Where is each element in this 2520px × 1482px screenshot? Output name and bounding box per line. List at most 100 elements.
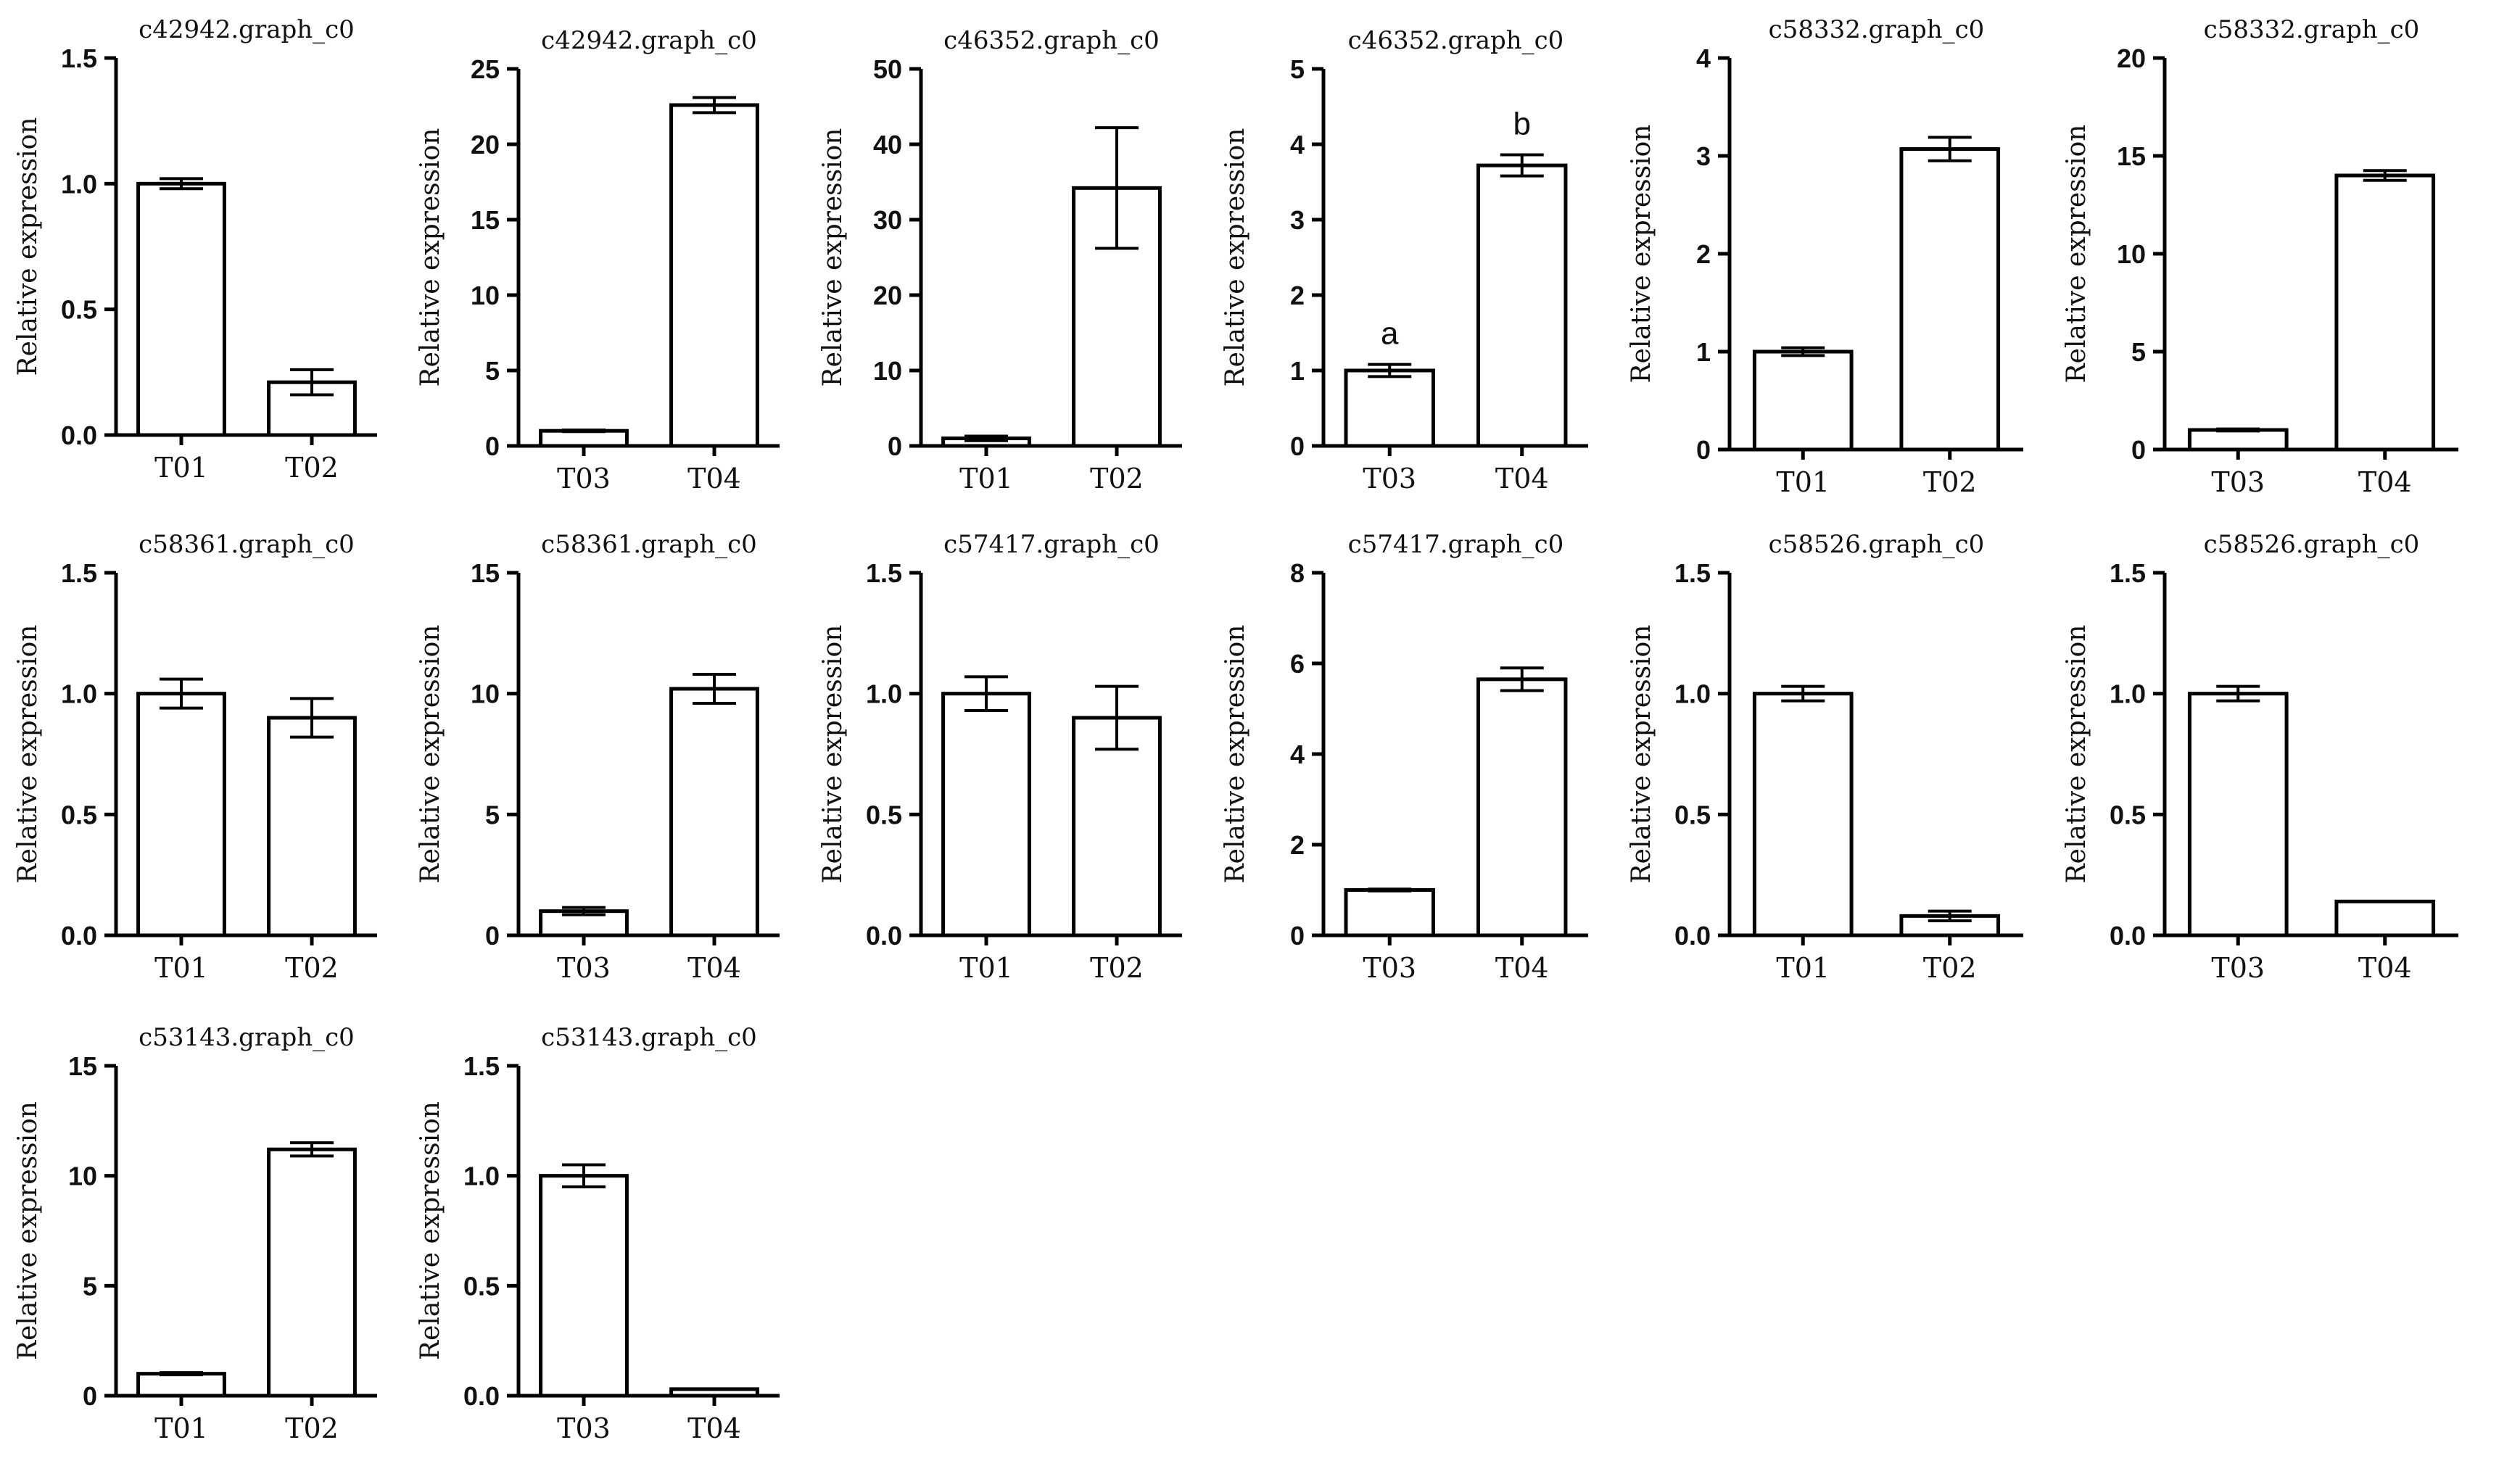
y-tick-label: 25 [471, 54, 500, 84]
error-bar [964, 434, 1008, 442]
chart-title: c57417.graph_c0 [1348, 530, 1564, 559]
y-tick-label: 1.0 [463, 1162, 500, 1191]
chart-svg: c42942.graph_c0 Relative expression 0.0 0.5… [13, 15, 377, 484]
chart-svg: c58332.graph_c0 Relative expression 0 1 2 3 4 T… [1627, 15, 2023, 498]
bar-t02 [267, 716, 357, 937]
y-axis-label: Relative expression [1220, 625, 1250, 884]
bar-t03 [539, 429, 629, 448]
chart-title: c58526.graph_c0 [1769, 530, 1985, 559]
error-bar [290, 368, 334, 397]
y-tick-label: 1.0 [2110, 679, 2146, 709]
x-tick-label: T02 [285, 1412, 339, 1444]
bar-t03 [1344, 888, 1435, 937]
y-tick-label: 0 [83, 1381, 97, 1411]
error-bar [562, 906, 606, 916]
y-tick-label: 15 [471, 558, 500, 588]
x-tick-label: T04 [687, 1412, 741, 1444]
chart-svg: c57417.graph_c0 Relative expression 0.0 0.5… [818, 530, 1182, 984]
significance-letter: a [1381, 316, 1399, 352]
y-tick-label: 0.0 [61, 421, 97, 450]
y-tick-label: 0.0 [1674, 921, 1711, 951]
error-bar [693, 673, 736, 705]
y-tick-label: 40 [873, 130, 902, 160]
y-tick-label: 0.5 [61, 295, 97, 325]
y-tick-label: 8 [1290, 558, 1305, 588]
y-tick-label: 15 [68, 1051, 97, 1081]
y-tick-label: 5 [83, 1271, 97, 1301]
error-bar [1928, 909, 1972, 922]
y-tick-label: 1.0 [866, 679, 902, 709]
chart-panel-11: c58526.graph_c0 Relative expression 0.0 0.5… [1621, 522, 2056, 1015]
x-tick-label: T02 [1923, 952, 1977, 984]
bar-t03 [2187, 692, 2289, 937]
y-tick-label: 0 [2131, 435, 2146, 465]
chart-title: c42942.graph_c0 [139, 15, 355, 44]
bar-t01 [1752, 349, 1854, 452]
y-axis-label: Relative expression [13, 625, 43, 884]
y-tick-label: 0 [1696, 435, 1711, 465]
chart-svg: c58361.graph_c0 Relative expression 0 5 10 15… [416, 530, 780, 984]
x-tick-label: T02 [285, 952, 339, 984]
y-axis-label: Relative expression [1220, 128, 1250, 387]
bar-t04 [2334, 899, 2436, 937]
y-tick-label: 1 [1696, 337, 1711, 367]
x-tick-label: T02 [1923, 466, 1977, 498]
y-tick-label: 0.5 [61, 800, 97, 829]
chart-title: c42942.graph_c0 [541, 26, 757, 55]
y-tick-label: 5 [2131, 337, 2146, 367]
chart-title: c46352.graph_c0 [943, 26, 1160, 55]
y-tick-label: 10 [471, 679, 500, 709]
x-tick-label: T03 [1363, 463, 1416, 494]
y-tick-label: 0 [1290, 921, 1305, 951]
chart-panel-13: c53143.graph_c0 Relative expression 0 5 10 15… [7, 1015, 410, 1475]
x-tick-label: T01 [154, 452, 208, 484]
y-tick-label: 0 [888, 431, 902, 461]
x-tick-label: T01 [154, 952, 208, 984]
error-bar [1500, 153, 1544, 178]
error-bar [290, 1141, 334, 1158]
bar-t04 [669, 1387, 759, 1398]
error-bar [1368, 363, 1412, 378]
error-bar [1781, 684, 1825, 703]
x-tick-label: T02 [1090, 952, 1144, 984]
error-bar [160, 1371, 203, 1377]
bar-t04 [1476, 163, 1568, 448]
y-tick-label: 0 [485, 921, 500, 951]
chart-title: c53143.graph_c0 [139, 1023, 355, 1052]
y-tick-label: 2 [1290, 830, 1305, 860]
y-tick-label: 4 [1290, 130, 1305, 160]
x-tick-label: T01 [959, 952, 1013, 984]
error-bar [1928, 136, 1972, 162]
x-tick-label: T01 [1776, 952, 1830, 984]
x-tick-label: T04 [2358, 952, 2412, 984]
y-tick-label: 4 [1290, 740, 1305, 769]
chart-svg: c53143.graph_c0 Relative expression 0 5 10 15… [13, 1023, 377, 1444]
error-bar [693, 96, 736, 115]
y-tick-label: 20 [2117, 44, 2146, 73]
error-bar [2216, 427, 2260, 433]
bar-t04 [669, 103, 759, 448]
error-bar [160, 177, 203, 191]
x-tick-label: T02 [285, 452, 339, 484]
error-bar [562, 1163, 606, 1188]
y-tick-label: 0.0 [463, 1381, 500, 1411]
x-tick-label: T03 [2211, 466, 2265, 498]
y-tick-label: 1.0 [1674, 679, 1711, 709]
chart-svg: c46352.graph_c0 Relative expression 0 1 2 3 4 5… [1220, 26, 1588, 494]
y-tick-label: 0.5 [1674, 800, 1711, 829]
y-tick-label: 5 [485, 800, 500, 829]
significance-letter: b [1513, 107, 1531, 142]
chart-svg: c46352.graph_c0 Relative expression 0 10 20 3… [818, 26, 1182, 494]
y-tick-label: 1.5 [2110, 558, 2146, 588]
chart-title: c58361.graph_c0 [139, 530, 355, 559]
y-tick-label: 3 [1696, 141, 1711, 171]
x-tick-label: T01 [154, 1412, 208, 1444]
y-tick-label: 0.5 [463, 1271, 500, 1301]
y-tick-label: 10 [471, 281, 500, 310]
x-tick-label: T04 [2358, 466, 2412, 498]
y-axis-label: Relative expression [416, 625, 445, 884]
bar-t04 [1476, 677, 1568, 937]
error-bar [1368, 887, 1412, 893]
error-bar [160, 677, 203, 710]
